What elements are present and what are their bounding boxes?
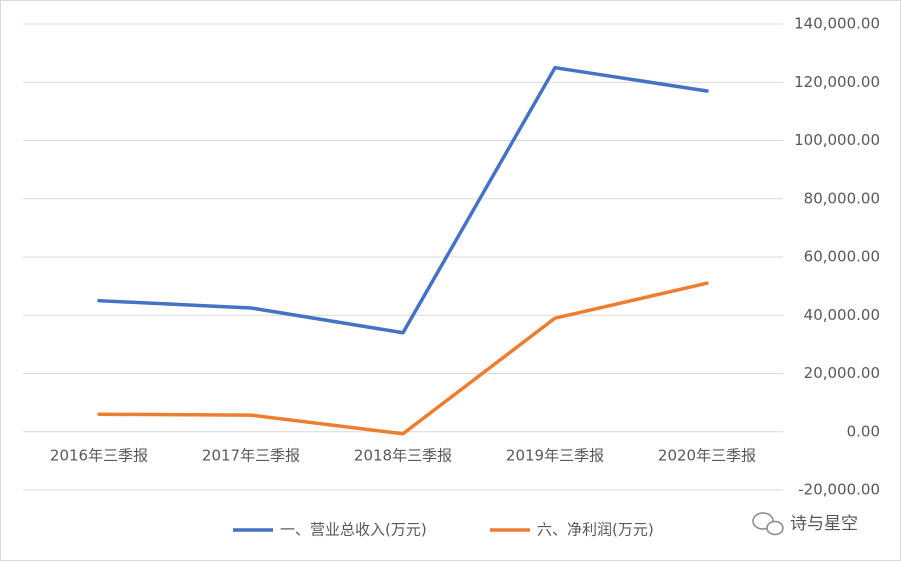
x-tick-label: 2017年三季报 <box>202 446 300 464</box>
watermark-icon <box>766 520 784 536</box>
x-tick-label: 2019年三季报 <box>506 446 604 464</box>
legend-label: 一、营业总收入(万元) <box>280 521 427 539</box>
x-tick-label: 2018年三季报 <box>354 446 452 464</box>
legend-label: 六、净利润(万元) <box>537 521 654 539</box>
watermark: 诗与星空 <box>752 512 858 536</box>
x-tick-label: 2020年三季报 <box>658 446 756 464</box>
y-tick-label: 120,000.00 <box>794 73 880 91</box>
y-tick-label: 0.00 <box>847 422 880 440</box>
watermark-text: 诗与星空 <box>790 514 858 534</box>
y-tick-label: -20,000.00 <box>798 481 880 499</box>
x-tick-label: 2016年三季报 <box>50 446 148 464</box>
series-line <box>97 65 709 335</box>
series-line <box>97 281 709 436</box>
y-tick-label: 20,000.00 <box>804 364 880 382</box>
y-tick-label: 60,000.00 <box>804 248 880 266</box>
y-tick-label: 140,000.00 <box>794 15 880 33</box>
y-tick-label: 80,000.00 <box>804 189 880 207</box>
y-tick-label: 40,000.00 <box>804 306 880 324</box>
y-tick-label: 100,000.00 <box>794 131 880 149</box>
